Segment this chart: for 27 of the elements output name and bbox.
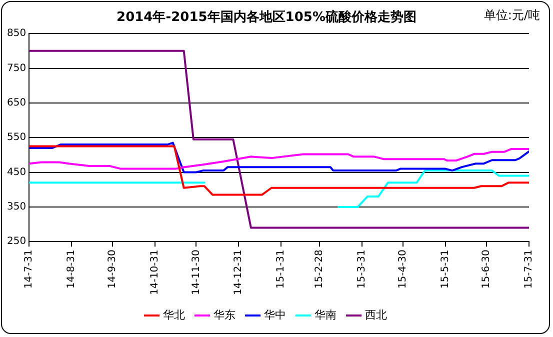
x-tick-label: 15-2-28 <box>314 250 326 289</box>
y-tick-label: 450 <box>6 166 26 178</box>
y-tick-label: 250 <box>6 236 26 248</box>
x-tick-label: 14-11-30 <box>190 250 202 295</box>
x-tick-label: 15-6-30 <box>481 250 492 289</box>
legend-label: 华中 <box>264 308 286 322</box>
legend-label: 华东 <box>213 308 236 322</box>
y-tick-label: 350 <box>6 202 26 213</box>
x-tick-label: 14-8-31 <box>66 250 78 289</box>
legend-label: 西北 <box>364 308 387 322</box>
legend-label: 华南 <box>314 308 336 322</box>
x-tick-label: 14-7-31 <box>24 250 35 289</box>
x-tick-label: 15-4-30 <box>398 250 409 289</box>
x-tick-label: 15-5-31 <box>440 250 452 289</box>
y-tick-label: 550 <box>6 132 26 144</box>
chart-title: 2014年-2015年国内各地区105%硫酸价格走势图 <box>116 9 416 26</box>
y-tick-label: 850 <box>6 28 26 40</box>
text: 单位:元/吨 <box>484 8 540 22</box>
x-tick-label: 14-10-31 <box>150 250 161 295</box>
x-tick-label: 14-12-31 <box>233 250 244 295</box>
legend-label: 华北 <box>162 308 185 322</box>
y-tick-label: 650 <box>6 98 26 109</box>
x-tick-label: 14-9-30 <box>107 250 118 289</box>
x-tick-label: 15-1-31 <box>276 250 287 289</box>
x-tick-label: 15-3-31 <box>356 250 368 289</box>
y-tick-label: 750 <box>6 62 26 74</box>
x-tick-label: 15-7-31 <box>524 250 535 289</box>
